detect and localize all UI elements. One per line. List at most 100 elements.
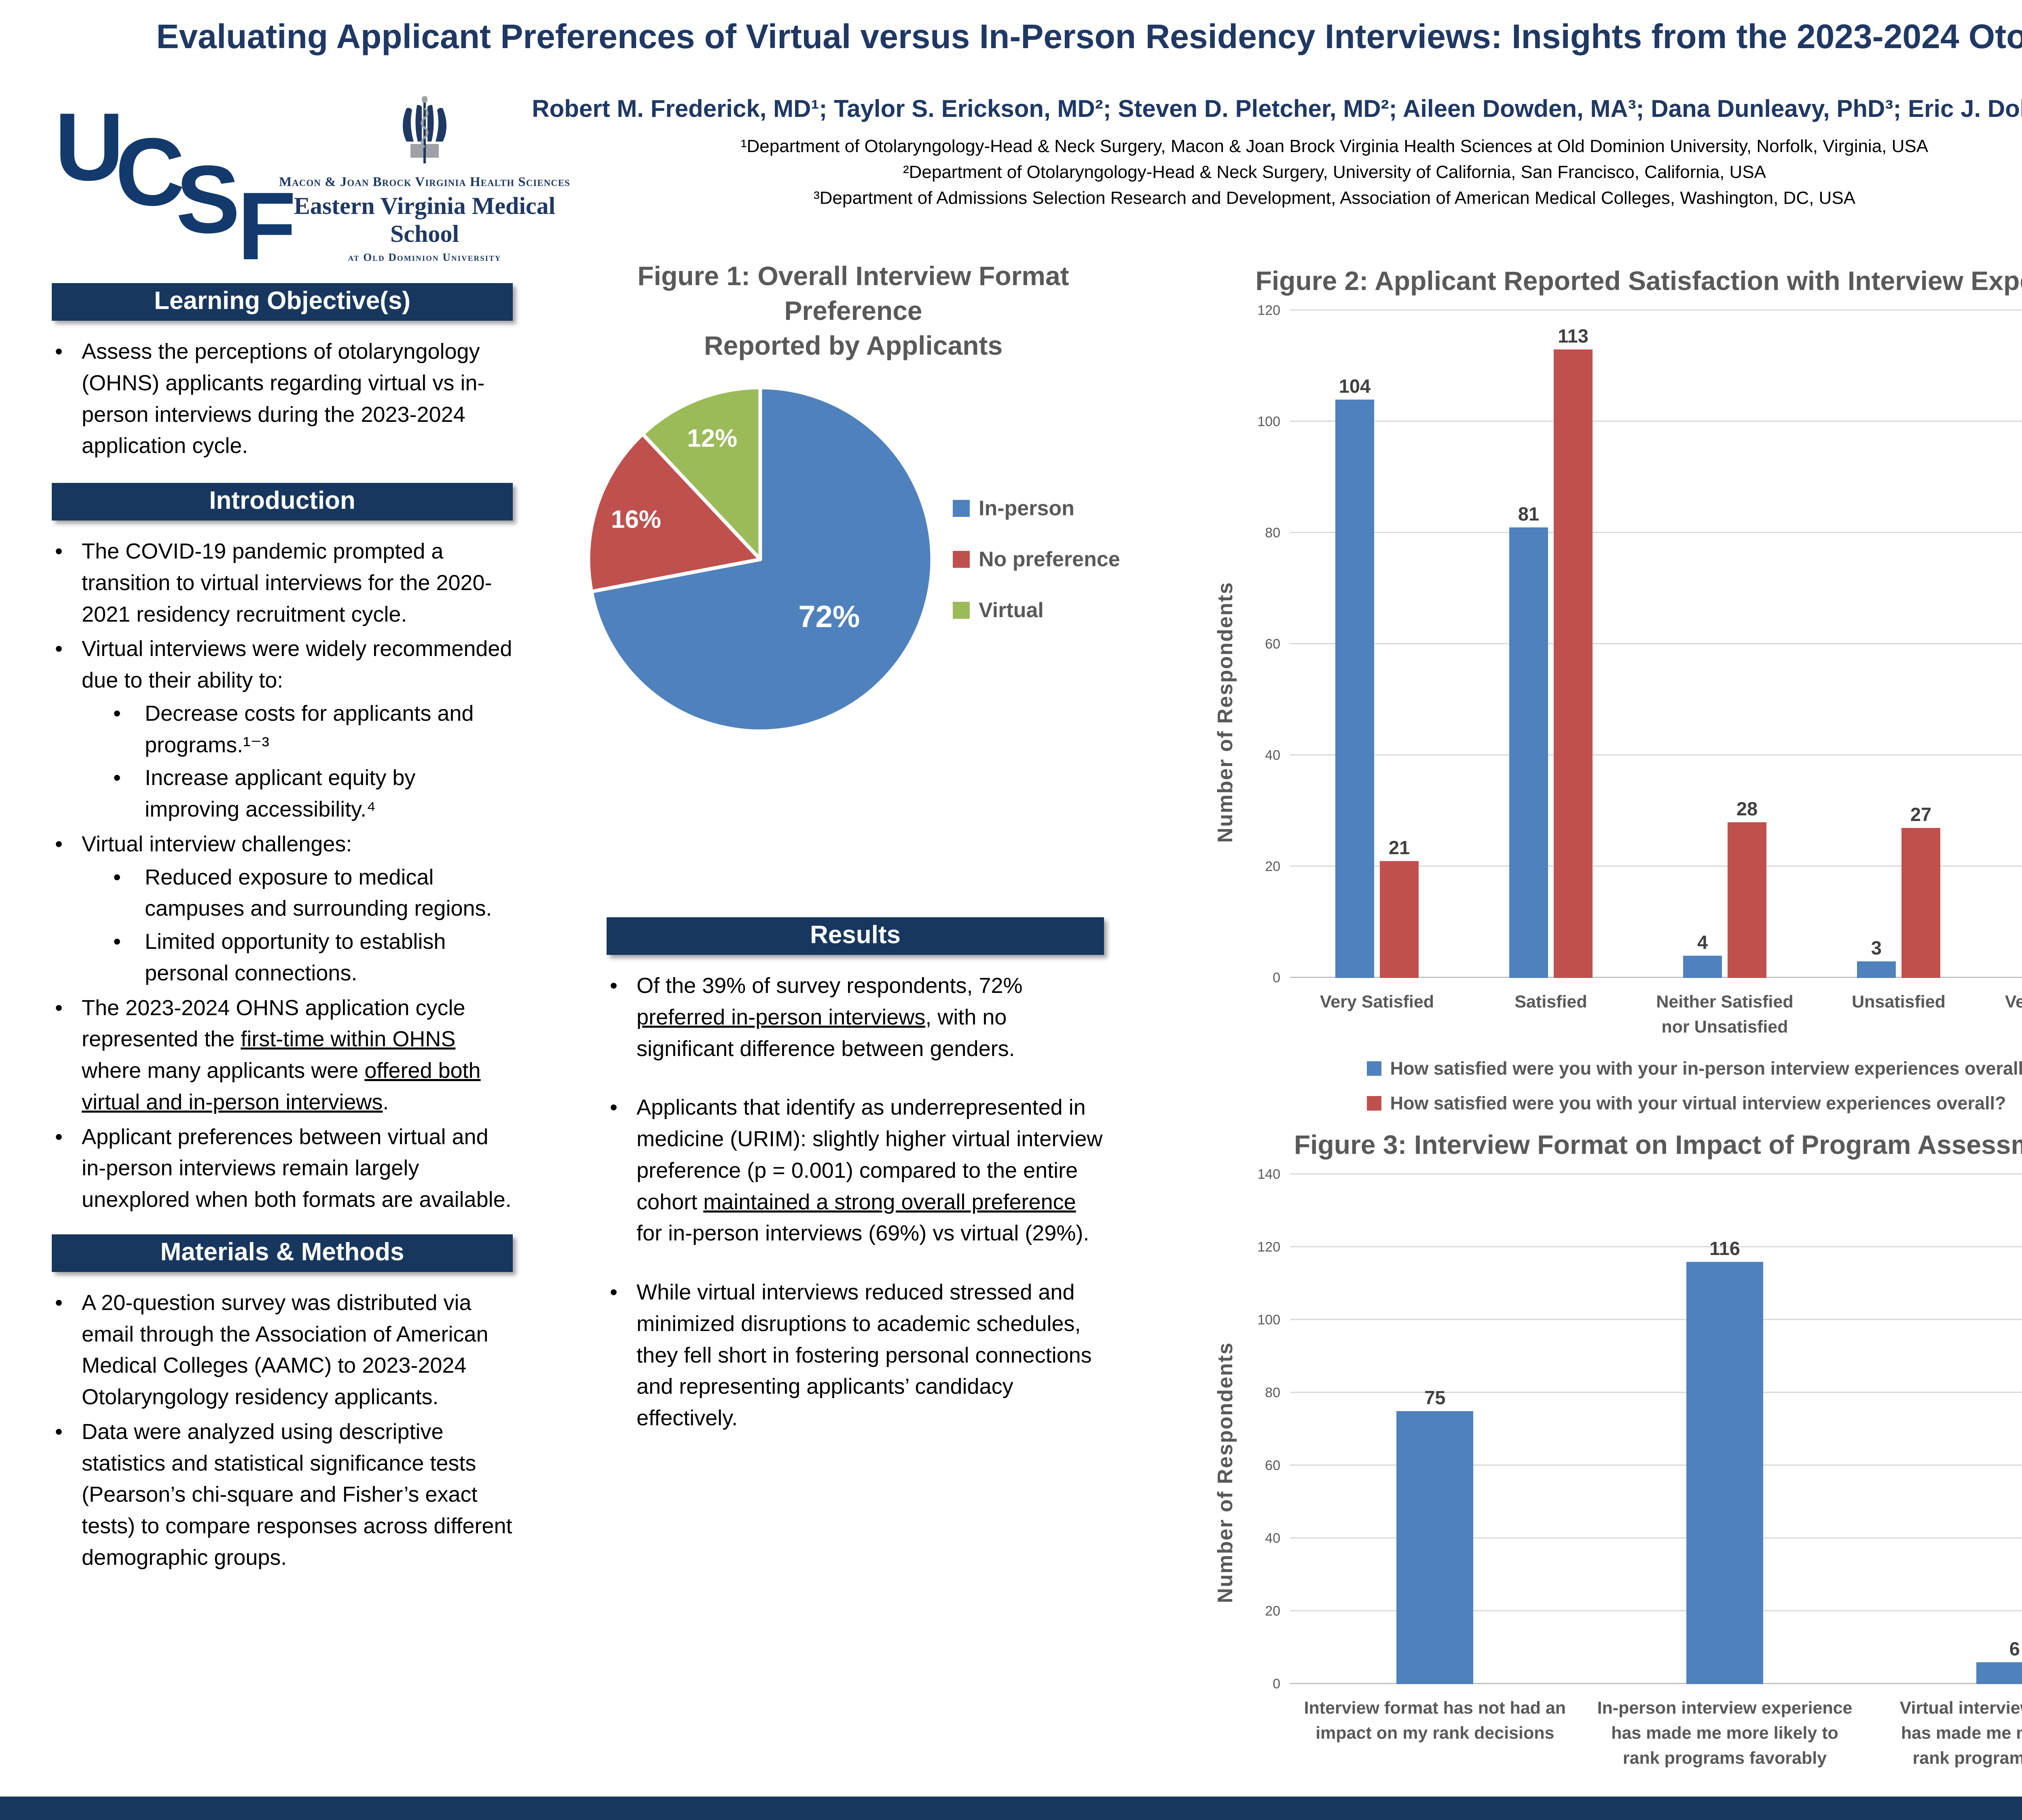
bar-groups: 104 21 81 113 4 28 3 27 15 <box>1290 311 2022 978</box>
category-labels: Interview format has not had an impact o… <box>1290 1695 2022 1771</box>
legend-item: How satisfied were you with your in-pers… <box>1366 1058 2022 1079</box>
pie-slice-no-preference <box>586 432 762 594</box>
x-axis-line <box>1290 1682 2022 1684</box>
sub-bullet-text: Limited opportunity to establish persona… <box>145 929 446 985</box>
bar-group: 15 <box>1986 311 2022 978</box>
gridline <box>1290 643 2022 644</box>
bar <box>1335 399 1374 978</box>
affiliation-2: ²Department of Otolaryngology-Head & Nec… <box>903 162 1766 182</box>
category-label: Interview format has not had an impact o… <box>1304 1698 1566 1743</box>
bullet-item: Applicant preferences between virtual an… <box>52 1122 513 1216</box>
y-tick-label: 80 <box>1265 525 1280 541</box>
section-header-introduction: Introduction <box>52 483 513 521</box>
bar <box>1554 349 1593 978</box>
bullet-text: While virtual interviews reduced stresse… <box>637 1280 1092 1430</box>
poster-title: Evaluating Applicant Preferences of Virt… <box>156 17 2022 55</box>
gridline <box>1290 754 2022 756</box>
bar-groups: 75 116 6 <box>1290 1175 2022 1684</box>
bullet-item: Virtual interview challenges: Reduced exp… <box>52 829 513 989</box>
x-axis-line <box>1290 976 2022 978</box>
sub-bullet-list: Reduced exposure to medical campuses and… <box>108 862 513 989</box>
results-section: Results Of the 39% of survey respondents… <box>607 917 1104 1462</box>
gridline <box>1290 309 2022 311</box>
gridline <box>1290 531 2022 533</box>
bullet-list: Of the 39% of survey respondents, 72% pr… <box>607 970 1104 1434</box>
gridline <box>1290 1537 2022 1539</box>
bar-value-label: 81 <box>1518 503 1540 525</box>
y-tick-label: 20 <box>1265 1603 1280 1619</box>
y-tick-label: 40 <box>1265 747 1280 763</box>
sub-bullet-item: Limited opportunity to establish persona… <box>108 926 513 989</box>
gridline <box>1290 1464 2022 1466</box>
y-tick-label: 80 <box>1265 1385 1280 1401</box>
evms-line3: at Old Dominion University <box>348 251 501 263</box>
pie-chart: 72% 16% 12% <box>586 385 934 733</box>
bullet-item: Applicants that identify as underreprese… <box>607 1092 1104 1249</box>
bullet-item: Virtual interviews were widely recommend… <box>52 633 513 825</box>
figure3-title: Figure 3: Interview Format on Impact of … <box>1294 1130 2022 1160</box>
gridline <box>1290 1318 2022 1320</box>
bar-group: 4 28 <box>1638 311 1812 978</box>
bullet-text: A 20-question survey was distributed via… <box>82 1290 489 1409</box>
legend-item: Virtual <box>953 598 1120 622</box>
bar-group: 3 27 <box>1812 311 1986 978</box>
bullet-item: Of the 39% of survey respondents, 72% pr… <box>607 970 1104 1064</box>
ucsf-letter: F <box>237 173 296 280</box>
affiliation-3: ³Department of Admissions Selection Rese… <box>813 188 1856 208</box>
bar-column: 28 <box>1728 799 1766 978</box>
gridline <box>1290 865 2022 867</box>
bar-group: 81 113 <box>1464 311 1638 978</box>
category-label: Very Unsatisfied <box>2005 992 2022 1012</box>
sub-bullet-text: Reduced exposure to medical campuses and… <box>145 865 492 921</box>
sub-bullet-item: Decrease costs for applicants and progra… <box>108 698 513 761</box>
category-label: Very Satisfied <box>1320 992 1434 1012</box>
figure1-title: Figure 1: Overall Interview Format Prefe… <box>637 261 1069 360</box>
introduction-bullets: The COVID-19 pandemic prompted a transit… <box>52 536 513 1216</box>
bar-value-label: 6 <box>2009 1638 2020 1659</box>
y-tick-label: 20 <box>1265 859 1280 874</box>
y-tick-label: 100 <box>1257 414 1280 430</box>
authors-line: Robert M. Frederick, MD¹; Taylor S. Eric… <box>532 95 2022 122</box>
ucsf-logo: U C S F <box>55 99 296 281</box>
legend-label: How satisfied were you with your virtual… <box>1390 1093 2006 1114</box>
plot-area: 0 20 40 60 80 100 120 140 75 116 6 <box>1257 1166 2022 1691</box>
pie-slice-label: 12% <box>687 425 737 453</box>
evms-line1: Macon & Joan Brock Virginia Health Scien… <box>279 175 570 189</box>
category-label: Virtual interview experience has made me… <box>1899 1698 2022 1768</box>
sub-bullet-item: Reduced exposure to medical campuses and… <box>108 862 513 925</box>
bar-column: 3 <box>1857 938 1896 978</box>
y-tick-label: 100 <box>1257 1312 1280 1328</box>
chart-legend: How satisfied were you with your in-pers… <box>1366 1058 2022 1114</box>
bar-value-label: 3 <box>1871 937 1882 959</box>
bullet-item: While virtual interviews reduced stresse… <box>607 1277 1104 1434</box>
bullet-list: Assess the perceptions of otolaryngology… <box>52 336 513 462</box>
bar-value-label: 104 <box>1339 375 1371 397</box>
bullet-text: The COVID-19 pandemic prompted a transit… <box>82 539 492 626</box>
bullet-text: Of the 39% of survey respondents, 72% pr… <box>637 973 1023 1061</box>
bar <box>1380 861 1419 978</box>
bar-column: 104 <box>1335 377 1374 978</box>
pie-legend: In-person No preference Virtual <box>953 496 1120 622</box>
bar <box>1857 961 1896 978</box>
figure2-title: Figure 2: Applicant Reported Satisfactio… <box>1255 266 2022 296</box>
legend-item: In-person <box>953 496 1120 521</box>
bar-group: 75 <box>1290 1175 1580 1684</box>
evms-line2: Eastern Virginia Medical School <box>294 193 556 247</box>
y-tick-label: 60 <box>1265 1458 1280 1473</box>
gridline <box>1290 420 2022 422</box>
bar-value-label: 75 <box>1424 1386 1446 1408</box>
legend-label: Virtual <box>979 599 1044 622</box>
legend-swatch <box>953 602 970 619</box>
bar <box>1901 827 1940 978</box>
figure1-block: Figure 1: Overall Interview Format Prefe… <box>578 259 1128 741</box>
affiliations: ¹Department of Otolaryngology-Head & Nec… <box>607 133 2022 211</box>
pie-slice-label: 72% <box>798 600 860 634</box>
gridline <box>1290 1391 2022 1393</box>
bar <box>1509 527 1548 978</box>
affiliation-1: ¹Department of Otolaryngology-Head & Nec… <box>740 136 1929 156</box>
y-axis-label-text: Number of Respondents <box>1214 1342 1237 1604</box>
section-header-results: Results <box>607 917 1104 955</box>
category-label: Neither Satisfied nor Unsatisfied <box>1656 992 1794 1037</box>
learning-objectives-bullets: Assess the perceptions of otolaryngology… <box>52 336 513 462</box>
bar <box>1976 1662 2022 1684</box>
